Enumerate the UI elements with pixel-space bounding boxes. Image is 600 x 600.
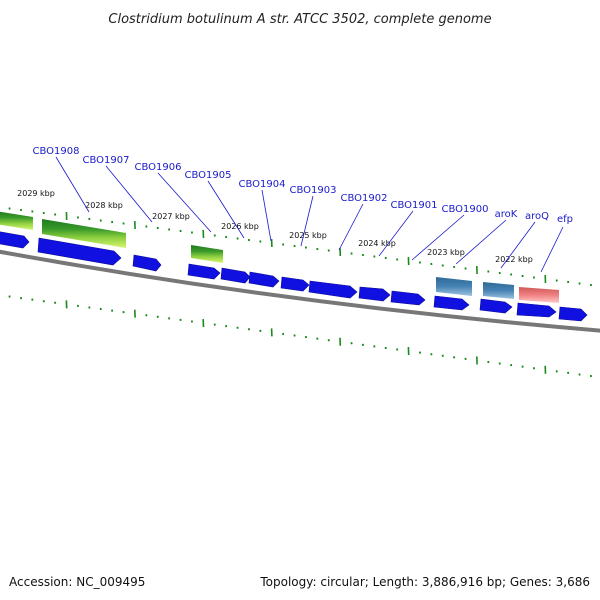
label-leader-line [207,180,245,239]
gene-label-cbo1906[interactable]: CBO1906 [135,162,182,173]
kbp-label: 2022 kbp [495,255,533,264]
label-leader-line [55,156,90,213]
label-leader-line [455,219,507,265]
gene-arrow[interactable] [0,231,30,249]
blast-hit-bar [0,211,33,230]
gene-label-cbo1908[interactable]: CBO1908 [33,146,80,157]
accession-text: Accession: NC_009495 [9,575,145,589]
label-leader-line [300,195,314,247]
kbp-scale-labels: 2029 kbp 2028 kbp 2027 kbp 2026 kbp 2025… [17,189,533,264]
kbp-label: 2027 kbp [152,212,190,221]
kbp-label: 2025 kbp [289,231,327,240]
gene-arrow[interactable] [37,237,122,266]
gene-arrow[interactable] [516,302,557,318]
gene-arrow[interactable] [390,290,426,306]
gene-label-cbo1901[interactable]: CBO1901 [391,200,438,211]
forward-gene-track [0,231,588,322]
label-leader-line [261,189,272,242]
gene-label-cbo1905[interactable]: CBO1905 [185,170,232,181]
kbp-label: 2028 kbp [85,201,123,210]
gene-arrow[interactable] [358,286,391,302]
label-leader-line [338,203,364,251]
gene-arrow[interactable] [187,263,221,280]
blast-hit-bar [191,245,223,263]
kbp-label: 2023 kbp [427,248,465,257]
label-leader-line [411,214,465,261]
gene-arrow[interactable] [558,306,588,322]
kbp-label: 2029 kbp [17,189,55,198]
kbp-label: 2024 kbp [358,239,396,248]
gene-label-aroq[interactable]: aroQ [525,211,549,222]
label-leader-line [105,165,153,223]
blast-hit-bar [519,287,559,303]
gene-label-cbo1903[interactable]: CBO1903 [290,185,337,196]
genome-backbone [0,249,600,333]
gene-label-track: CBO1908 CBO1907 CBO1906 CBO1905 CBO1904 … [33,146,573,273]
blast-hit-bar [436,277,472,296]
label-leader-line [540,226,564,273]
gene-arrow[interactable] [280,276,310,292]
label-leader-line [378,210,414,257]
blast-hit-track [0,211,559,303]
gene-label-cbo1907[interactable]: CBO1907 [83,155,130,166]
topology-text: Topology: circular; Length: 3,886,916 bp… [259,575,590,589]
upper-tick-track [8,207,592,287]
gene-label-cbo1900[interactable]: CBO1900 [442,204,489,215]
label-leader-line [157,172,212,233]
gene-arrow[interactable] [220,267,251,284]
gene-label-arok[interactable]: aroK [495,209,518,220]
gene-arrow[interactable] [308,280,358,299]
gene-arrow[interactable] [132,254,162,272]
gene-arrow[interactable] [433,295,470,311]
lower-tick-track [8,295,592,378]
blast-hit-bar [483,282,514,299]
gene-arrow[interactable] [248,271,280,288]
label-leader-line [500,221,536,269]
map-title: Clostridium botulinum A str. ATCC 3502, … [108,12,491,27]
gene-arrow[interactable] [479,298,513,314]
gene-label-cbo1902[interactable]: CBO1902 [341,193,388,204]
blast-hit-bar [42,219,126,248]
kbp-label: 2026 kbp [221,222,259,231]
gene-label-cbo1904[interactable]: CBO1904 [239,179,286,190]
gene-label-efp[interactable]: efp [557,214,573,225]
